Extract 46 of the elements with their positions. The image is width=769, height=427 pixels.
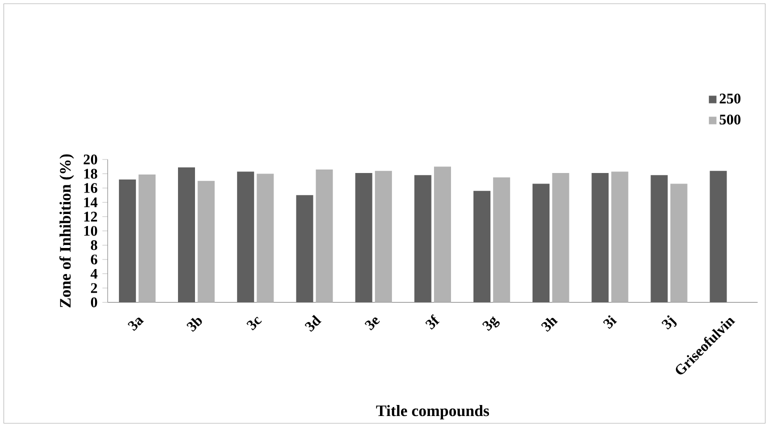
bar xyxy=(138,174,156,302)
y-tick-label: 0 xyxy=(90,297,98,308)
bar xyxy=(434,166,452,302)
bar xyxy=(414,175,432,302)
y-axis-title: Zone of Inhibition (%) xyxy=(59,154,74,308)
bar xyxy=(532,184,550,302)
y-tick-label: 2 xyxy=(90,283,98,293)
bar xyxy=(650,175,668,302)
y-tick-label: 14 xyxy=(84,198,98,208)
bar xyxy=(355,173,372,302)
y-tick-label: 20 xyxy=(84,154,98,164)
x-tick-label: 3b xyxy=(186,318,202,332)
legend-label: 250 xyxy=(720,94,740,104)
x-tick-label: 3e xyxy=(364,317,380,330)
x-tick-label: 3g xyxy=(482,316,500,331)
x-tick-label: 3i xyxy=(603,315,617,329)
bar xyxy=(256,174,274,302)
x-axis-title: Title compounds xyxy=(376,404,490,420)
bar xyxy=(493,177,510,302)
y-tick-label: 18 xyxy=(84,168,98,179)
bar xyxy=(316,169,333,302)
x-tick-label: 3j xyxy=(662,315,677,330)
y-tick-label: 16 xyxy=(84,183,98,193)
bar xyxy=(374,170,392,302)
bar xyxy=(118,179,136,302)
x-tick-label: 3a xyxy=(128,318,144,331)
y-tick-label: 12 xyxy=(84,212,98,222)
bar xyxy=(710,170,727,302)
y-tick-label: 4 xyxy=(90,268,98,279)
bar xyxy=(296,195,314,302)
bar xyxy=(237,172,254,302)
bar xyxy=(473,190,490,302)
y-tick-label: 8 xyxy=(90,240,98,250)
x-tick-label: 3f xyxy=(425,314,440,330)
bar xyxy=(198,180,215,302)
y-tick-label: 6 xyxy=(90,254,98,264)
bar xyxy=(178,167,196,302)
bar xyxy=(670,184,688,302)
legend-label: 500 xyxy=(720,114,740,124)
y-tick-label: 10 xyxy=(84,226,98,236)
x-tick-label: 3h xyxy=(541,318,558,332)
x-tick-label: 3c xyxy=(246,316,262,330)
x-tick-label: 3d xyxy=(304,314,322,332)
bar xyxy=(611,172,628,302)
bar xyxy=(552,173,570,302)
bar xyxy=(592,173,609,302)
